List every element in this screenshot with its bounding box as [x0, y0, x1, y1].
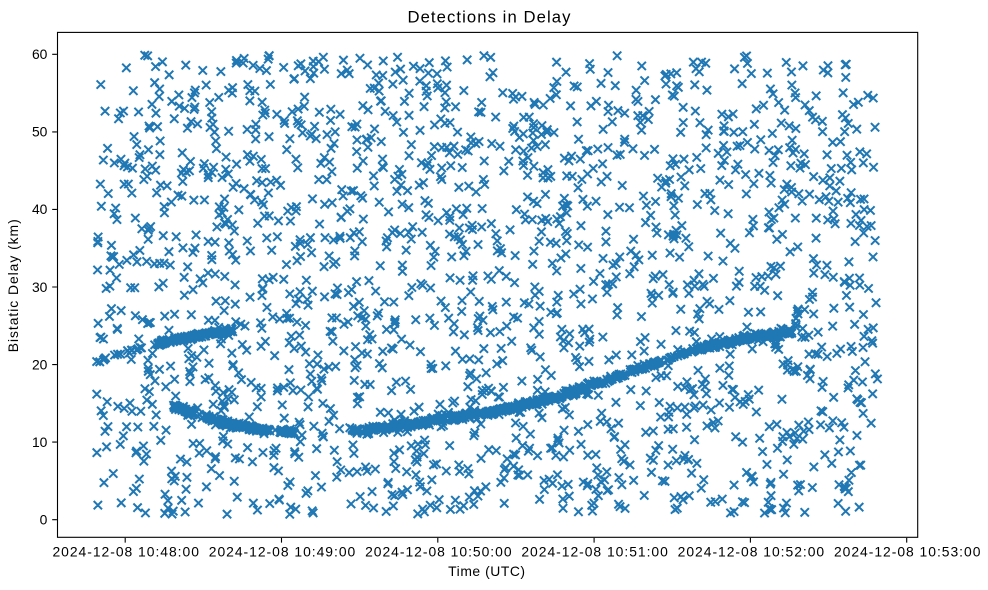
svg-text:0: 0: [40, 512, 48, 528]
svg-text:40: 40: [32, 201, 48, 217]
svg-text:30: 30: [32, 279, 48, 295]
svg-text:20: 20: [32, 356, 48, 372]
svg-text:Time (UTC): Time (UTC): [448, 563, 525, 579]
svg-text:10: 10: [32, 434, 48, 450]
svg-text:50: 50: [32, 124, 48, 140]
svg-text:2024-12-08 10:49:00: 2024-12-08 10:49:00: [209, 544, 356, 560]
svg-text:2024-12-08 10:50:00: 2024-12-08 10:50:00: [365, 544, 512, 560]
svg-text:2024-12-08 10:52:00: 2024-12-08 10:52:00: [678, 544, 825, 560]
svg-text:60: 60: [32, 46, 48, 62]
svg-text:2024-12-08 10:48:00: 2024-12-08 10:48:00: [52, 544, 199, 560]
svg-text:2024-12-08 10:51:00: 2024-12-08 10:51:00: [521, 544, 668, 560]
svg-text:2024-12-08 10:53:00: 2024-12-08 10:53:00: [834, 544, 981, 560]
svg-text:Detections in Delay: Detections in Delay: [407, 8, 571, 27]
svg-text:Bistatic Delay (km): Bistatic Delay (km): [5, 218, 21, 352]
